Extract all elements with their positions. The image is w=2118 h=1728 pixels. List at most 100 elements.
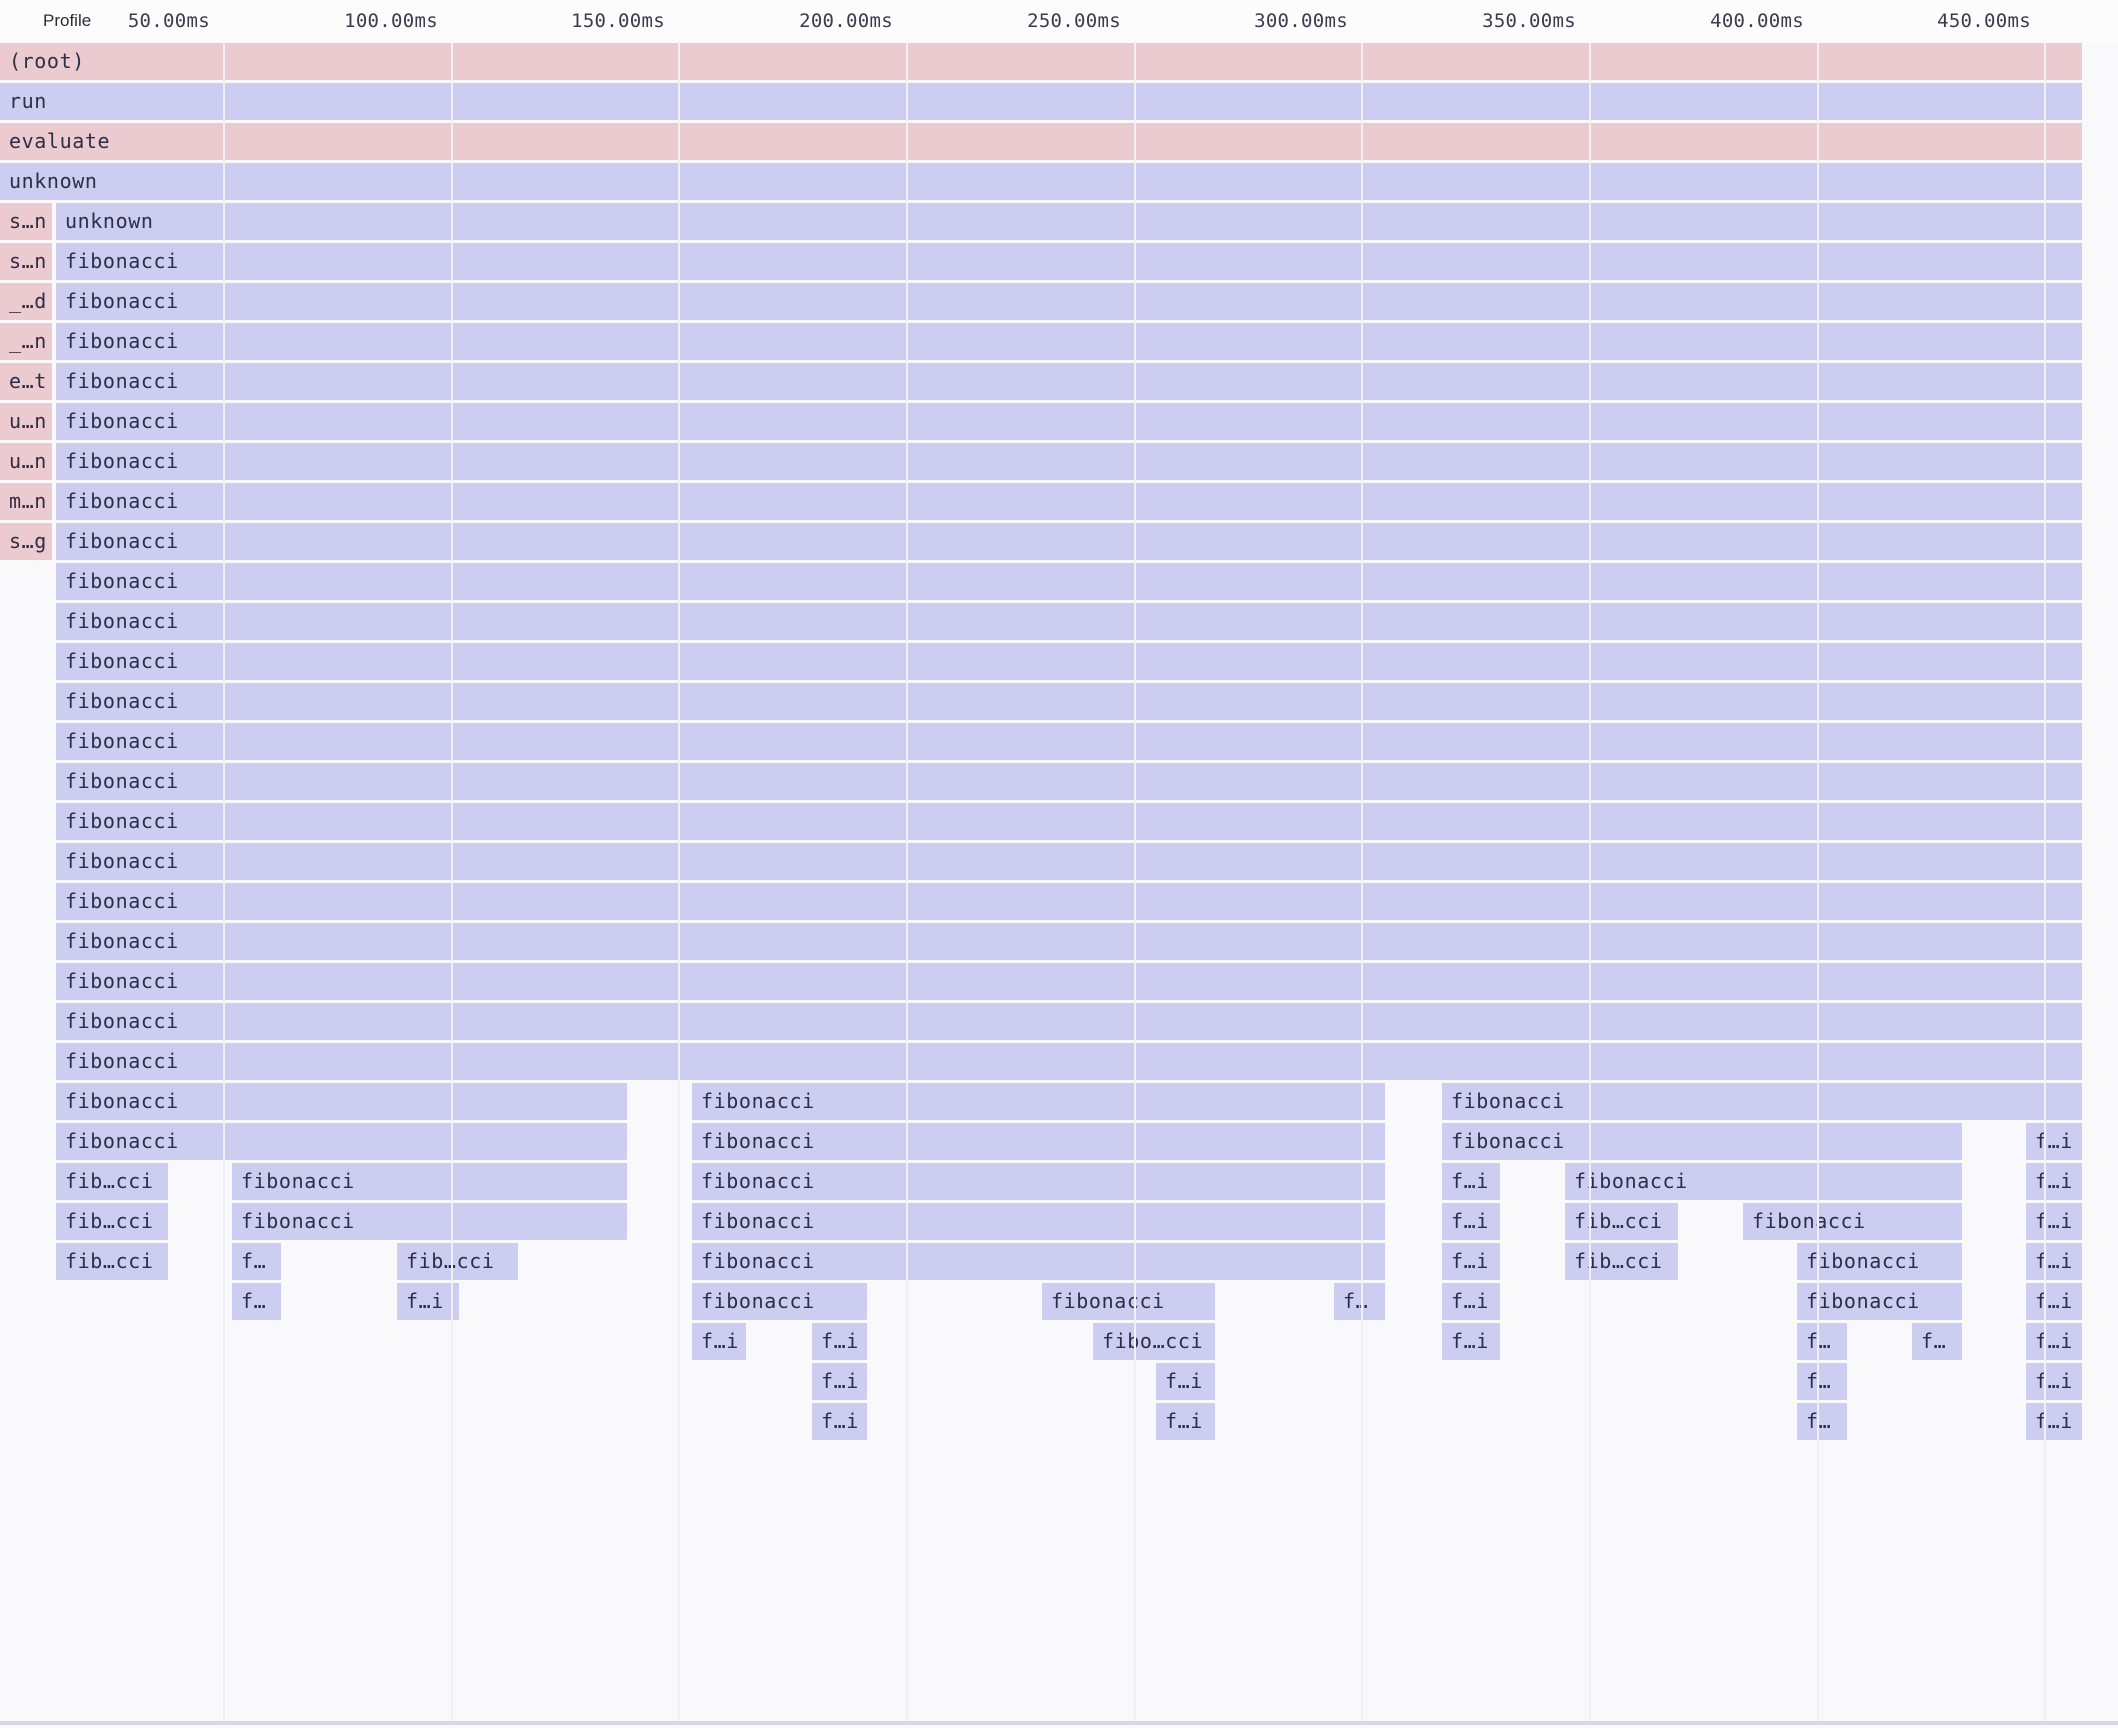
frame-bar[interactable]: fibonacci [56,963,2082,1000]
time-tick-label: 100.00ms [344,10,438,32]
frame-bar[interactable]: fibonacci [692,1163,1385,1200]
frame-bar[interactable]: f… [1797,1323,1847,1360]
frame-bar[interactable]: f… [1797,1363,1847,1400]
frame-bar[interactable]: f…i [692,1323,746,1360]
frame-bar[interactable]: (root) [0,43,2082,80]
frame-bar[interactable]: fibonacci [56,1123,627,1160]
frame-bar[interactable]: u…n [0,443,52,480]
frame-bar[interactable]: f… [1797,1403,1847,1440]
frame-bar[interactable]: f…i [1156,1403,1215,1440]
timeline-header: Profile 50.00ms 100.00ms 150.00ms 200.00ms 2… [0,0,2118,42]
frame-bar[interactable]: fibonacci [232,1163,627,1200]
frame-bar[interactable]: fib…cci [397,1243,518,1280]
tab-profile[interactable]: Profile [43,11,92,30]
frame-bar[interactable]: fibonacci [1442,1083,2082,1120]
frame-bar[interactable]: fibonacci [56,323,2082,360]
frame-bar[interactable]: fibonacci [56,803,2082,840]
frame-bar[interactable]: f…i [2026,1123,2082,1160]
frame-bar[interactable]: fibonacci [692,1083,1385,1120]
time-tick-label: 150.00ms [571,10,665,32]
frame-bar[interactable]: fibonacci [56,523,2082,560]
frame-bar[interactable]: f…i [2026,1163,2082,1200]
frame-bar[interactable]: f…i [1442,1283,1500,1320]
frame-bar[interactable]: run [0,83,2082,120]
frame-bar[interactable]: fibonacci [56,483,2082,520]
frame-bar[interactable]: unknown [0,163,2082,200]
frame-bar[interactable]: s…g [0,523,52,560]
frame-bar[interactable]: fibonacci [1042,1283,1215,1320]
frame-bar[interactable]: f…i [1442,1243,1500,1280]
time-tick-label: 50.00ms [127,10,210,32]
frame-bar[interactable]: fibo…cci [1093,1323,1215,1360]
frame-bar[interactable]: s…n [0,243,52,280]
frame-bar[interactable]: fibonacci [56,283,2082,320]
frame-bar[interactable]: f… [232,1243,281,1280]
gridline [451,42,453,1721]
frame-bar[interactable]: fibonacci [1797,1283,1962,1320]
frame-bar[interactable]: fibonacci [56,443,2082,480]
frame-bar[interactable]: f…i [2026,1323,2082,1360]
frame-bar[interactable]: f…i [2026,1243,2082,1280]
frame-bar[interactable]: _…n [0,323,52,360]
frame-bar[interactable]: f… [1334,1283,1385,1320]
frame-bar[interactable]: f… [232,1283,281,1320]
frame-bar[interactable]: unknown [56,203,2082,240]
frame-bar[interactable]: fibonacci [56,643,2082,680]
frame-bar[interactable]: u…n [0,403,52,440]
frame-bar[interactable]: fibonacci [56,723,2082,760]
frame-bar[interactable]: f…i [2026,1363,2082,1400]
frame-bar[interactable]: f…i [812,1363,867,1400]
frame-bar[interactable]: m…n [0,483,52,520]
frame-bar[interactable]: s…n [0,203,52,240]
frame-bar[interactable]: fibonacci [56,1043,2082,1080]
frame-bar[interactable]: fibonacci [692,1283,867,1320]
frame-bar[interactable]: f…i [2026,1283,2082,1320]
frame-bar[interactable]: fib…cci [1565,1243,1678,1280]
frame-bar[interactable]: fibonacci [692,1203,1385,1240]
frame-bar[interactable]: fibonacci [1442,1123,1962,1160]
frame-bar[interactable]: fibonacci [56,363,2082,400]
frame-bar[interactable]: fibonacci [56,1083,627,1120]
time-tick-label: 350.00ms [1482,10,1576,32]
frame-bar[interactable]: fibonacci [232,1203,627,1240]
frame-bar[interactable]: fib…cci [1565,1203,1678,1240]
frame-bar[interactable]: f…i [2026,1203,2082,1240]
frame-bar[interactable]: fib…cci [56,1243,168,1280]
frame-bar[interactable]: fibonacci [56,403,2082,440]
frame-bar[interactable]: f…i [2026,1403,2082,1440]
frame-bar[interactable]: fibonacci [56,563,2082,600]
frame-bar[interactable]: fibonacci [56,1003,2082,1040]
frame-bar[interactable]: fibonacci [56,763,2082,800]
bottom-scrollbar[interactable] [0,1721,2118,1725]
frame-bar[interactable]: f…i [1442,1163,1500,1200]
gridline [1817,42,1819,1721]
frame-bar[interactable]: fibonacci [1797,1243,1962,1280]
frame-bar[interactable]: fibonacci [1565,1163,1962,1200]
frame-bar[interactable]: f…i [1156,1363,1215,1400]
frame-bar[interactable]: fibonacci [56,243,2082,280]
frame-bar[interactable]: _…d [0,283,52,320]
frame-bar[interactable]: f…i [1442,1323,1500,1360]
frame-bar[interactable]: fibonacci [692,1243,1385,1280]
frame-bar[interactable]: f…i [1442,1203,1500,1240]
gridline [2044,42,2046,1721]
frame-bar[interactable]: fibonacci [56,843,2082,880]
frame-bar[interactable]: fibonacci [1743,1203,1962,1240]
frame-bar[interactable]: evaluate [0,123,2082,160]
frame-bar[interactable]: f…i [812,1323,867,1360]
frame-bar[interactable]: f…i [397,1283,459,1320]
frame-bar[interactable]: fib…cci [56,1163,168,1200]
frame-bar[interactable]: fibonacci [56,603,2082,640]
frame-bar[interactable]: f… [1912,1323,1962,1360]
frame-bar[interactable]: fibonacci [692,1123,1385,1160]
time-tick-label: 400.00ms [1710,10,1804,32]
frame-bar[interactable]: fibonacci [56,883,2082,920]
frame-bar[interactable]: e…t [0,363,52,400]
frame-bar[interactable]: f…i [812,1403,867,1440]
frame-bar[interactable]: fib…cci [56,1203,168,1240]
gridline [1589,42,1591,1721]
frame-bar[interactable]: fibonacci [56,923,2082,960]
gridline [678,42,680,1721]
frame-bar[interactable]: fibonacci [56,683,2082,720]
